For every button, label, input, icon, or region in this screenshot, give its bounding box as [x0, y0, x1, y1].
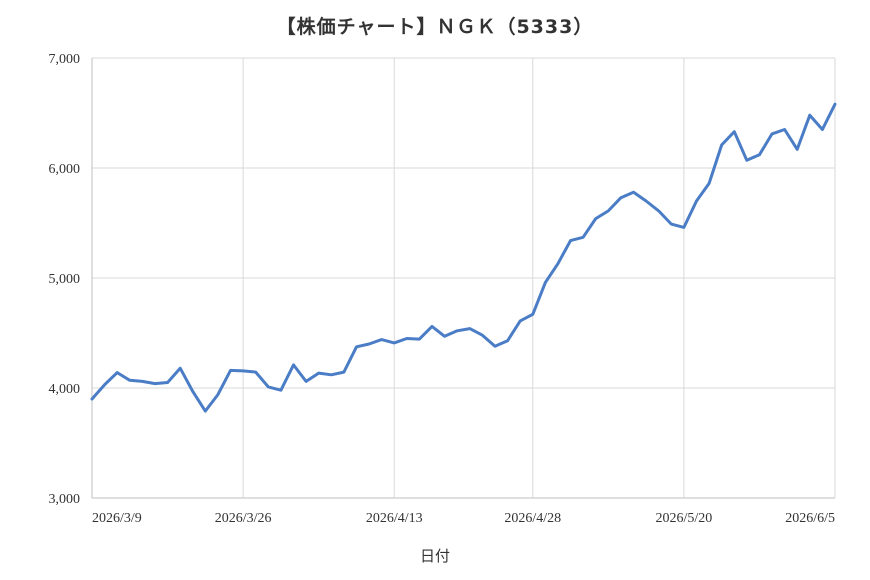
- data-point: [821, 128, 824, 131]
- data-point: [305, 380, 308, 383]
- data-point: [317, 372, 320, 375]
- data-point: [103, 383, 106, 386]
- data-point: [330, 373, 333, 376]
- data-point: [745, 159, 748, 162]
- data-point: [468, 327, 471, 330]
- data-point: [506, 339, 509, 342]
- tick-labels: 3,000 4,000 5,000 6,000 7,000 2026/3/9 2026/3/…: [49, 52, 836, 526]
- data-point: [418, 338, 421, 341]
- y-tick-label: 5,000: [49, 272, 81, 287]
- x-tick-label: 2026/4/28: [504, 511, 561, 526]
- data-point: [166, 381, 169, 384]
- data-point: [670, 223, 673, 226]
- data-point: [267, 385, 270, 388]
- data-point: [254, 371, 257, 374]
- data-point: [229, 369, 232, 372]
- data-point: [141, 380, 144, 383]
- data-point: [682, 226, 685, 229]
- data-point: [242, 369, 245, 372]
- x-axis-label: 日付: [419, 547, 450, 565]
- data-point: [720, 143, 723, 146]
- data-point: [594, 217, 597, 220]
- data-point: [279, 389, 282, 392]
- data-point: [733, 130, 736, 133]
- x-tick-label: 2026/6/5: [785, 511, 835, 526]
- data-point: [443, 335, 446, 338]
- data-point: [531, 313, 534, 316]
- data-point: [393, 341, 396, 344]
- data-point: [796, 148, 799, 151]
- data-point: [342, 371, 345, 374]
- x-tick-label: 2026/5/20: [655, 511, 712, 526]
- price-series-line: [90, 102, 837, 413]
- data-point: [808, 114, 811, 117]
- data-point: [556, 262, 559, 265]
- data-point: [657, 209, 660, 212]
- data-point: [179, 367, 182, 370]
- data-point: [431, 325, 434, 328]
- data-point: [544, 281, 547, 284]
- data-point: [380, 338, 383, 341]
- data-point: [493, 345, 496, 348]
- data-point: [758, 153, 761, 156]
- data-point: [771, 132, 774, 135]
- y-tick-label: 3,000: [49, 492, 81, 507]
- data-point: [708, 182, 711, 185]
- data-point: [481, 334, 484, 337]
- data-point: [216, 393, 219, 396]
- axes: [91, 58, 836, 499]
- data-point: [116, 371, 119, 374]
- data-point: [519, 319, 522, 322]
- data-point: [645, 200, 648, 203]
- x-tick-label: 2026/4/13: [366, 511, 423, 526]
- data-point: [456, 329, 459, 332]
- data-point: [695, 200, 698, 203]
- data-point: [619, 196, 622, 199]
- data-point: [191, 390, 194, 393]
- y-tick-label: 6,000: [49, 162, 81, 177]
- data-point: [632, 191, 635, 194]
- data-point: [834, 103, 837, 106]
- data-point: [582, 236, 585, 239]
- data-point: [607, 209, 610, 212]
- data-point: [405, 337, 408, 340]
- data-point: [292, 363, 295, 366]
- x-tick-label: 2026/3/26: [215, 511, 272, 526]
- y-tick-label: 7,000: [49, 52, 81, 67]
- data-point: [153, 382, 156, 385]
- data-point: [128, 379, 131, 382]
- series-layer: [90, 102, 837, 413]
- data-point: [368, 343, 371, 346]
- chart-title: 【株価チャート】ＮＧＫ（5333）: [276, 16, 594, 38]
- data-point: [783, 128, 786, 131]
- data-point: [355, 345, 358, 348]
- data-point: [91, 398, 94, 401]
- data-point: [204, 410, 207, 413]
- data-point: [569, 239, 572, 242]
- gridlines: [92, 57, 836, 499]
- x-tick-label: 2026/3/9: [92, 511, 142, 526]
- y-tick-label: 4,000: [49, 382, 81, 397]
